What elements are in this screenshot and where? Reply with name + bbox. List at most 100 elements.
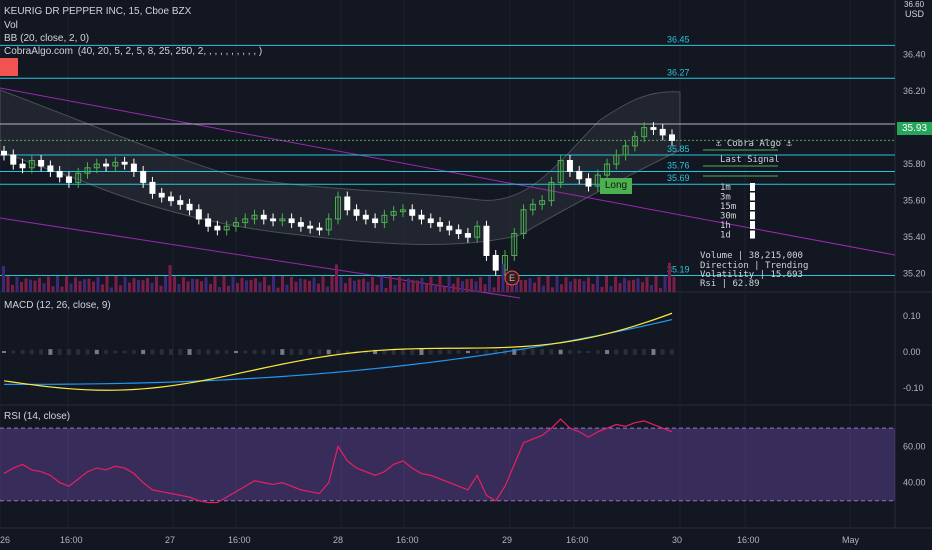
volume-bar — [344, 283, 347, 292]
volume-bar — [69, 283, 73, 292]
macd-histogram-bar — [178, 349, 183, 355]
macd-histogram-bar — [66, 349, 71, 355]
volume-bar — [42, 283, 46, 292]
price-axis-label: 36.20 — [903, 86, 926, 96]
volume-bar — [591, 283, 595, 292]
macd-histogram-bar — [289, 349, 294, 355]
rsi-axis-label: 60.00 — [903, 441, 926, 451]
volume-bar — [146, 277, 149, 292]
volume-bar — [281, 276, 284, 292]
time-axis-label: 28 — [333, 535, 343, 545]
volume-bar — [308, 280, 311, 292]
volume-bar — [519, 280, 523, 292]
volume-bar — [258, 282, 262, 292]
macd-histogram-bar — [206, 349, 211, 355]
candle-body — [335, 196, 341, 220]
macd-histogram-bar — [651, 349, 656, 355]
candle-body — [604, 163, 611, 176]
time-axis-label: 16:00 — [566, 535, 589, 545]
candle-body — [390, 211, 397, 216]
macd-histogram-bar — [169, 349, 173, 355]
candle-body — [112, 161, 119, 167]
symbol-title: KEURIG DR PEPPER INC, 15, Cboe BZX — [4, 6, 192, 17]
candle-body — [502, 254, 508, 271]
candle-body — [65, 176, 72, 183]
candle-body — [622, 145, 629, 156]
volume-bar — [141, 280, 145, 292]
price-axis-label: 35.60 — [903, 196, 926, 206]
volume-bar — [659, 287, 662, 292]
cobra-signal-box — [750, 183, 755, 191]
macd-histogram-bar — [465, 350, 470, 354]
candle-body — [548, 181, 555, 202]
candle-body — [260, 214, 267, 220]
volume-bar — [101, 284, 104, 292]
macd-histogram-bar — [447, 349, 452, 355]
price-axis-label: 35.80 — [903, 159, 926, 169]
volume-bar — [645, 276, 649, 292]
volume-bar — [582, 281, 586, 292]
volume-bar — [105, 276, 109, 292]
candle-body — [223, 225, 230, 231]
candle-body — [10, 154, 17, 165]
volume-bar — [6, 276, 10, 292]
volume-bar — [596, 276, 599, 292]
macd-histogram-bar — [122, 350, 127, 354]
macd-histogram-bar — [159, 349, 164, 355]
cobra-last-signal: Last Signal — [720, 155, 780, 165]
macd-histogram-bar — [484, 350, 489, 354]
candle-body — [669, 134, 675, 141]
trend-line-lower — [0, 217, 521, 299]
candle-body — [455, 229, 462, 235]
price-level-label: 35.19 — [667, 265, 690, 275]
candle-body — [186, 203, 193, 211]
candle-body — [631, 136, 638, 147]
candle-body — [511, 233, 518, 256]
volume-bar — [276, 287, 280, 292]
earnings-label: E — [509, 273, 515, 283]
volume-bar — [456, 277, 460, 292]
volume-bar — [74, 277, 77, 292]
volume-bar — [240, 277, 244, 292]
volume-bar — [60, 286, 64, 292]
macd-histogram-bar — [660, 349, 665, 355]
cobra-signal-box — [750, 230, 755, 239]
volume-bar — [587, 277, 590, 292]
candle-body — [316, 227, 323, 231]
volume-bar — [411, 279, 415, 292]
candle-body — [585, 178, 592, 187]
candle-body — [409, 209, 416, 216]
volume-bar — [618, 283, 622, 292]
volume-bar — [47, 276, 50, 292]
macd-histogram-bar — [196, 349, 201, 355]
candle-body — [19, 163, 26, 169]
volume-bar — [92, 281, 95, 292]
volume-bar — [452, 283, 455, 292]
earnings-marker — [504, 270, 520, 286]
candle-body — [75, 172, 82, 183]
time-axis-label: 29 — [502, 535, 512, 545]
volume-bar — [204, 277, 208, 292]
volume-bar — [231, 276, 235, 292]
macd-histogram-bar — [558, 349, 563, 355]
volume-bar — [119, 285, 122, 292]
price-level-label: 35.85 — [667, 144, 690, 154]
candle-body — [279, 218, 286, 222]
price-axis-label: 36.40 — [903, 50, 926, 60]
cobra-rsi: Rsi | 62.89 — [700, 279, 760, 289]
volume-bar — [137, 279, 140, 292]
volume-bar — [114, 276, 118, 292]
volume-bar — [249, 279, 253, 292]
candle-body — [270, 218, 277, 222]
volume-bar — [402, 282, 406, 292]
macd-histogram-bar — [438, 349, 443, 355]
volume-bar — [132, 278, 136, 292]
volume-bar — [348, 277, 352, 292]
macd-histogram-bar — [456, 350, 461, 354]
volume-bar — [564, 277, 568, 292]
candle-body — [1, 150, 7, 156]
volume-bar — [425, 283, 428, 292]
macd-histogram-bar — [595, 350, 600, 354]
macd-histogram-bar — [549, 349, 554, 355]
